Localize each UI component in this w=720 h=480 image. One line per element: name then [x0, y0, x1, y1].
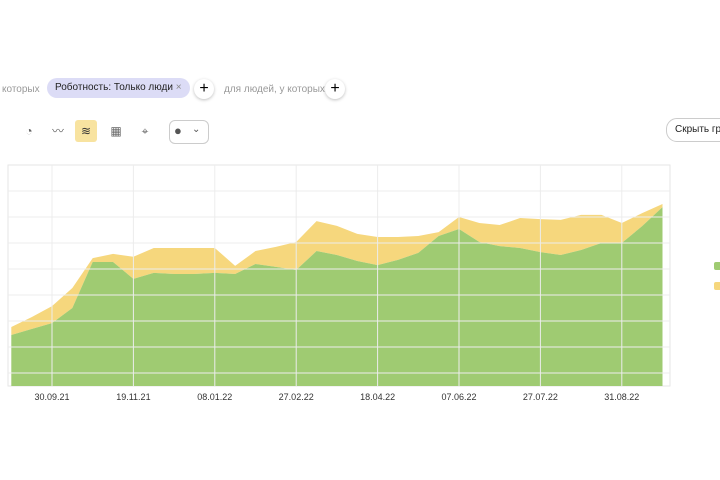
filter-suffix: для людей, у которых [224, 84, 325, 95]
legend-checkbox[interactable] [714, 282, 720, 290]
x-tick-label: 27.07.22 [523, 392, 558, 402]
area-series [11, 204, 663, 336]
filter-chip[interactable]: Роботность: Только люди × [47, 78, 190, 98]
area-icon[interactable]: ≋ [75, 120, 97, 142]
area-series [11, 207, 663, 386]
hide-chart-button[interactable]: Скрыть гр [666, 118, 720, 142]
x-tick-label: 18.04.22 [360, 392, 395, 402]
x-tick-label: 07.06.22 [441, 392, 476, 402]
add-filter[interactable]: + [194, 79, 214, 99]
map-icon[interactable]: ⌖ [141, 124, 149, 138]
chip-text: Роботность: Только люди [55, 82, 173, 93]
bar-icon[interactable]: ▦ [110, 124, 122, 138]
line-icon[interactable]: 〰 [51, 124, 64, 138]
x-tick-label: 08.01.22 [197, 392, 232, 402]
legend-checkbox[interactable] [714, 262, 720, 270]
comment-button[interactable]: ● ⌄ [169, 120, 209, 144]
x-tick-label: 27.02.22 [279, 392, 314, 402]
x-tick-label: 30.09.21 [34, 392, 69, 402]
plot-frame [7, 164, 671, 387]
add-filter[interactable]: + [325, 79, 345, 99]
x-tick-label: 19.11.21 [116, 392, 150, 402]
filter-prefix: которых [2, 84, 40, 95]
pie-icon[interactable]: ◔ [25, 124, 33, 138]
x-tick-label: 31.08.22 [604, 392, 639, 402]
